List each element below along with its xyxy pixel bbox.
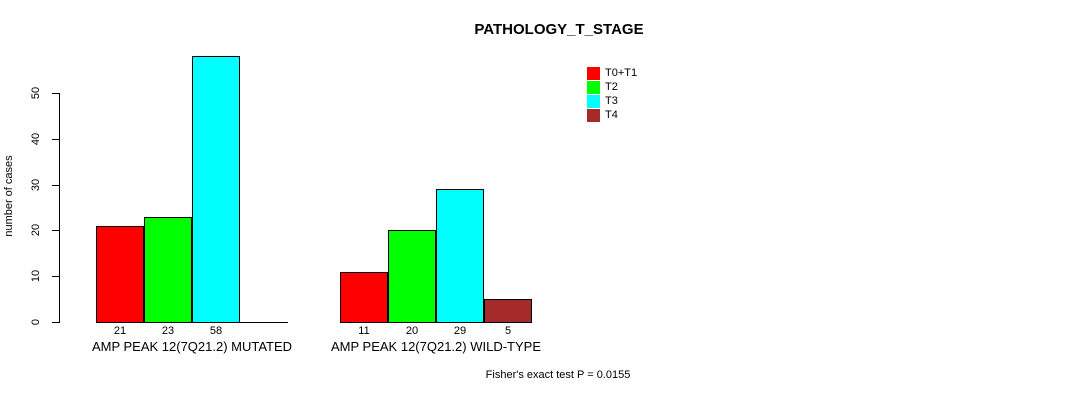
legend-label: T2 — [605, 81, 618, 93]
y-tick-label: 50 — [30, 86, 42, 100]
legend-label: T0+T1 — [605, 67, 638, 79]
legend-swatch-T3 — [587, 95, 600, 108]
bar-T0+T1-group1 — [96, 226, 144, 323]
legend: T0+T1 T2 T3 T4 — [587, 67, 637, 123]
legend-label: T4 — [605, 109, 618, 121]
y-tick-mark — [52, 322, 60, 323]
bar-value-label: 20 — [405, 325, 419, 337]
bar-value-label: 29 — [453, 325, 467, 337]
y-tick-label: 40 — [30, 132, 42, 146]
category-label: AMP PEAK 12(7Q21.2) WILD-TYPE — [331, 339, 541, 354]
category-label: AMP PEAK 12(7Q21.2) MUTATED — [91, 339, 293, 354]
legend-row-T0+T1: T0+T1 — [587, 67, 637, 80]
bar-value-label: 58 — [209, 325, 223, 337]
zero-bar-T4-group1 — [240, 322, 288, 323]
bar-T3-group1 — [192, 56, 240, 323]
legend-swatch-T0+T1 — [587, 67, 600, 80]
bar-value-label: 11 — [358, 325, 370, 337]
legend-row-T3: T3 — [587, 95, 637, 108]
legend-row-T4: T4 — [587, 109, 637, 122]
y-tick-label: 10 — [30, 269, 42, 283]
bar-T2-group1 — [144, 217, 192, 323]
y-tick-label: 20 — [30, 223, 42, 237]
y-tick-mark — [52, 139, 60, 140]
y-tick-mark — [52, 230, 60, 231]
bar-T3-group2 — [436, 189, 484, 323]
p-value-annotation: Fisher's exact test P = 0.0155 — [485, 369, 631, 381]
y-axis-title: number of cases — [3, 155, 15, 237]
bar-value-label: 23 — [161, 325, 175, 337]
y-axis-line — [59, 93, 60, 323]
legend-swatch-T4 — [587, 109, 600, 122]
y-tick-mark — [52, 276, 60, 277]
bar-T4-group2 — [484, 299, 532, 323]
bar-T2-group2 — [388, 230, 436, 323]
legend-row-T2: T2 — [587, 81, 637, 94]
bar-value-label: 21 — [113, 325, 127, 337]
y-tick-label: 30 — [30, 178, 42, 192]
y-tick-label: 0 — [30, 318, 42, 326]
bar-T0+T1-group2 — [340, 272, 388, 323]
bar-value-label: 5 — [504, 325, 512, 337]
chart-title: PATHOLOGY_T_STAGE — [474, 21, 644, 38]
y-tick-mark — [52, 93, 60, 94]
y-tick-mark — [52, 185, 60, 186]
legend-swatch-T2 — [587, 81, 600, 94]
legend-label: T3 — [605, 95, 618, 107]
